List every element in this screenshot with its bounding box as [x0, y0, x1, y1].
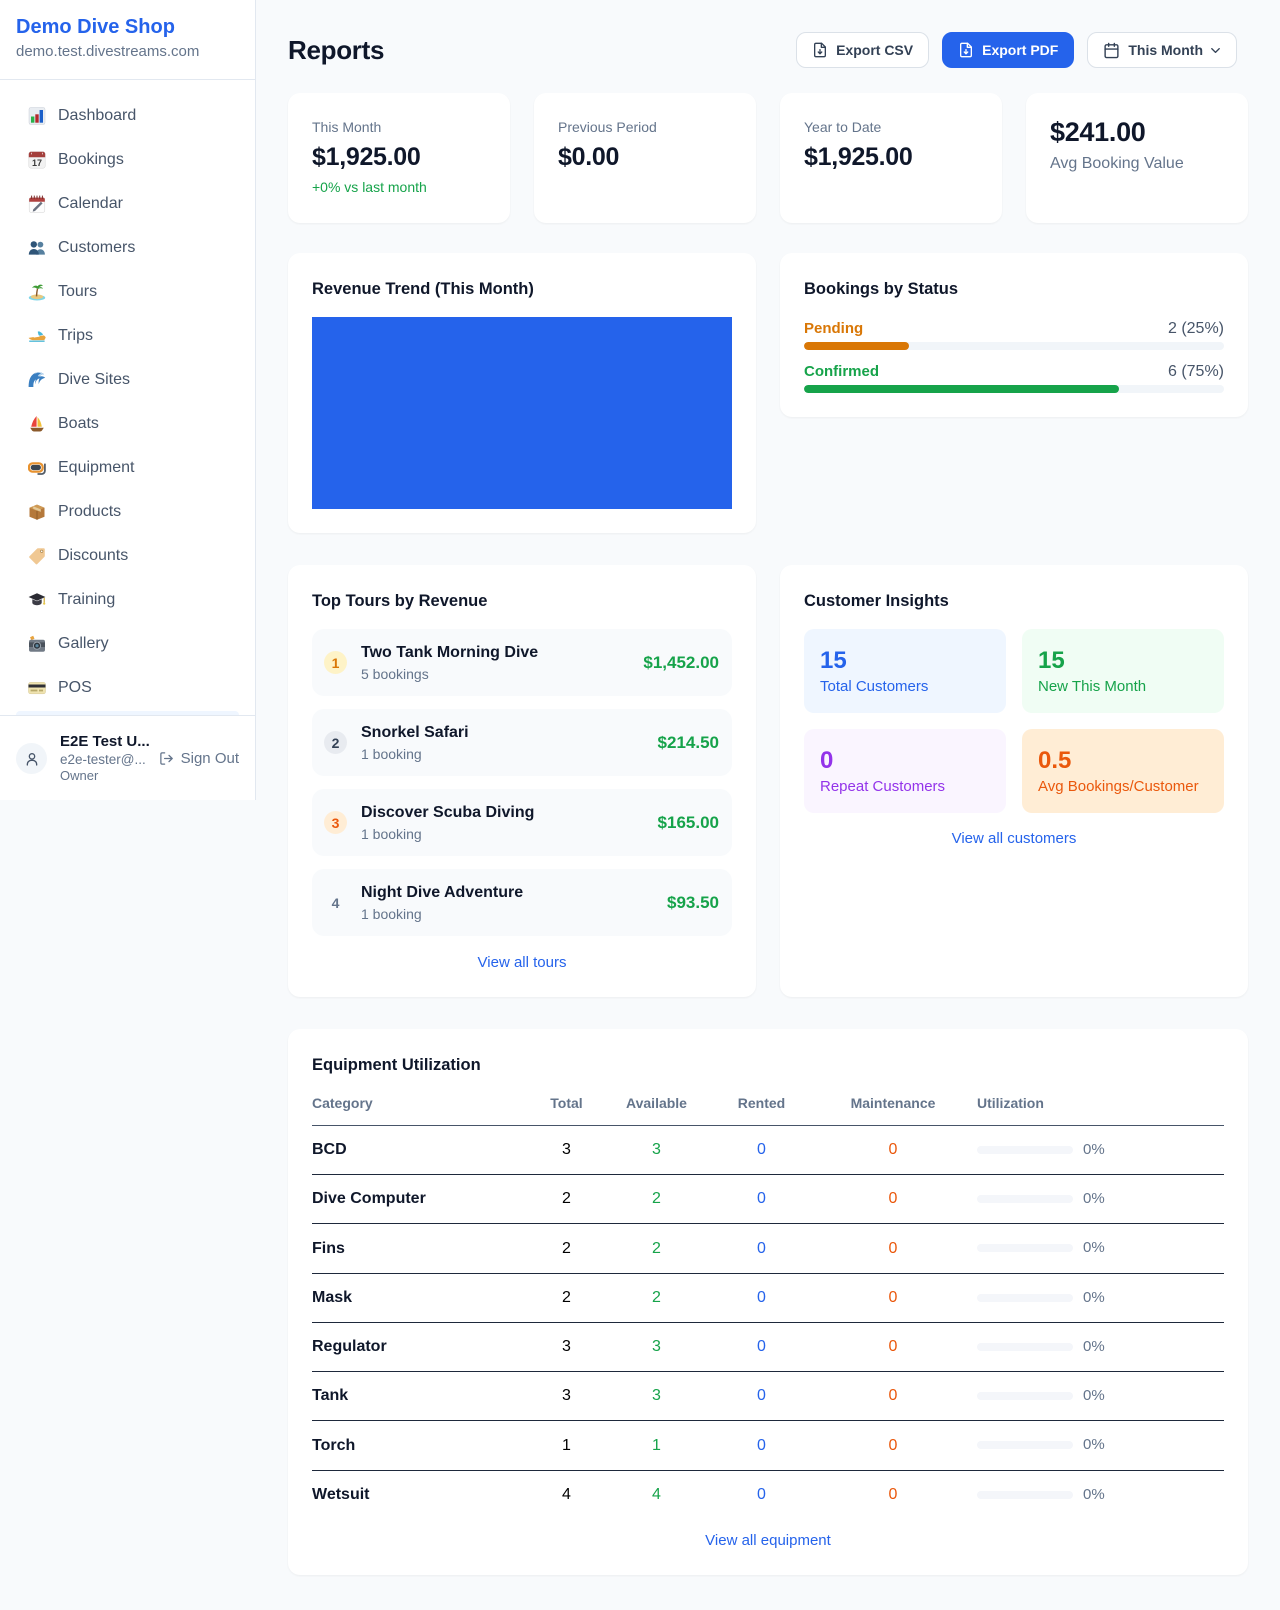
svg-text:17: 17 [32, 158, 42, 168]
